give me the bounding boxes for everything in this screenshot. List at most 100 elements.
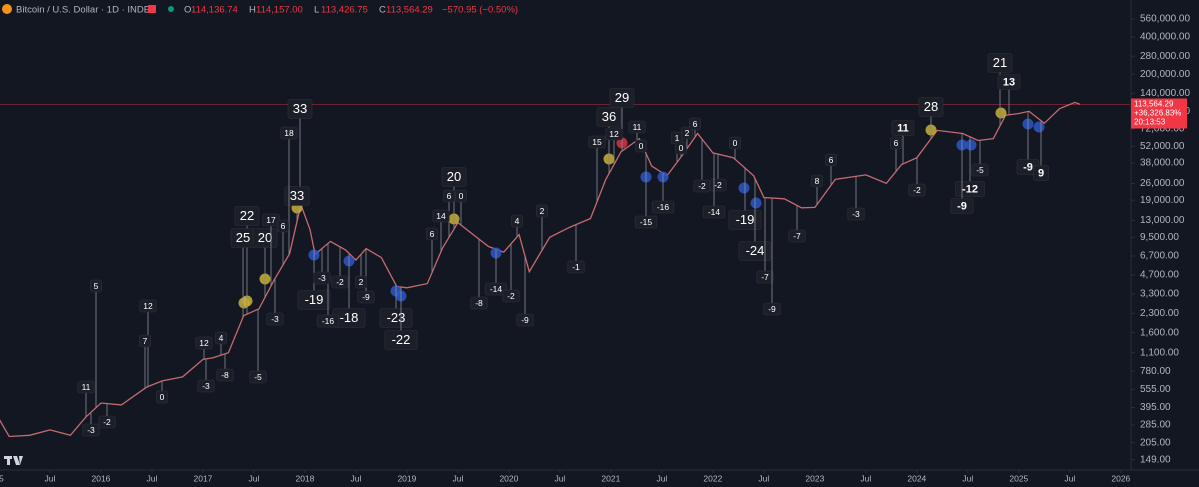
annotation-label: 0 [459, 191, 464, 201]
annotation-box [890, 136, 902, 150]
annotation-label: 0 [733, 138, 738, 148]
annotation-box [98, 415, 116, 429]
annotation-label: 1 [675, 133, 680, 143]
annotation-label: -2 [698, 181, 706, 191]
y-tick-label: 285.00 [1140, 420, 1171, 431]
y-tick-label: 4,700.00 [1140, 270, 1179, 281]
annotation-label: 36 [602, 109, 616, 124]
x-tick-label: 2026 [1111, 473, 1130, 483]
annotation-label: 4 [219, 333, 224, 343]
y-tick-label: 13,000.00 [1140, 215, 1185, 226]
y-tick-label: 72,000.00 [1140, 124, 1185, 135]
annotation-label: 15 [592, 137, 602, 147]
annotation-label: -16 [322, 316, 335, 326]
annotation-box [216, 368, 234, 382]
x-tick-label: Jul [962, 473, 973, 483]
annotation-box [139, 299, 157, 313]
annotation-box [90, 279, 102, 293]
annotation-label: -3 [87, 425, 95, 435]
x-tick-label: Jul [249, 473, 260, 483]
annotation-box [997, 74, 1021, 90]
annotation-label: -2 [913, 185, 921, 195]
annotation-box [195, 336, 213, 350]
annotation-box [729, 136, 741, 150]
annotation-label: 11 [633, 122, 642, 132]
annotation-label: -2 [714, 180, 722, 190]
y-tick-label: 52,000.00 [1140, 141, 1185, 152]
annotation-label: 20 [258, 230, 272, 245]
annotation-box [628, 120, 646, 134]
x-tick-label: 2018 [295, 473, 314, 483]
annotation-label: 12 [609, 129, 619, 139]
annotation-label: 11 [82, 382, 91, 392]
annotation-box [215, 331, 227, 345]
y-tick-label: 555.00 [1140, 384, 1171, 395]
y-tick-label: 19,000.00 [1140, 195, 1185, 206]
annotation-box [634, 215, 658, 229]
annotation-label: 29 [615, 90, 629, 105]
annotation-label: 20 [447, 169, 461, 184]
annotation-label: -2 [336, 277, 344, 287]
annotation-label: 11 [897, 122, 909, 134]
annotation-box [455, 189, 467, 203]
annotation-box [635, 139, 647, 153]
annotation-label: -15 [640, 217, 653, 227]
annotation-label: 6 [281, 221, 286, 231]
annotation-label: 0 [639, 141, 644, 151]
x-tick-label: 2019 [397, 473, 416, 483]
ohlc-name: C [379, 5, 386, 16]
annotation-label: 2 [540, 206, 545, 216]
y-tick-label: 140,000.00 [1140, 88, 1190, 99]
annotation-label: -12 [962, 183, 978, 195]
signal-dot [995, 107, 1007, 119]
annotation-box [280, 126, 298, 140]
annotation-label: -2 [507, 291, 515, 301]
annotation-box [277, 219, 289, 233]
price-line [0, 101, 1081, 438]
annotation-box [738, 241, 772, 261]
annotation-box [763, 302, 781, 316]
annotation-box [357, 290, 375, 304]
annotation-box [596, 107, 622, 127]
x-tick-label: Jul [1064, 473, 1075, 483]
x-tick-label: 2024 [907, 473, 926, 483]
annotation-label: -14 [708, 207, 721, 217]
annotation-label: 12 [199, 338, 209, 348]
annotation-label: -9 [362, 292, 370, 302]
annotation-box [918, 97, 944, 117]
annotation-box [331, 275, 349, 289]
x-tick-label: 2023 [805, 473, 824, 483]
annotation-label: -3 [852, 209, 860, 219]
y-tick-label: 205.00 [1140, 437, 1171, 448]
annotation-box [908, 183, 926, 197]
annotation-label: -18 [340, 310, 359, 325]
annotation-box [567, 260, 585, 274]
annotation-label: 6 [894, 138, 899, 148]
tv-logo [4, 456, 23, 465]
annotation-label: 0 [160, 392, 165, 402]
change: −570.95 (−0.50%) [442, 5, 518, 16]
y-tick-label: 38,000.00 [1140, 158, 1185, 169]
annotation-box [825, 153, 837, 167]
y-tick-label: 26,000.00 [1140, 178, 1185, 189]
symbol-title: Bitcoin / U.S. Dollar · 1D · INDEX [16, 5, 157, 16]
annotation-label: -3 [271, 314, 279, 324]
annotation-label: 13 [1003, 76, 1015, 88]
signal-dot [738, 182, 750, 194]
y-tick-label: 780.00 [1140, 366, 1171, 377]
price-tag-change: +36,326.83% [1134, 109, 1181, 118]
annotation-label: -8 [475, 298, 483, 308]
annotation-label: 28 [924, 99, 938, 114]
annotation-label: 2 [685, 128, 690, 138]
annotation-label: -16 [657, 202, 670, 212]
flag-icon[interactable] [148, 5, 156, 13]
annotation-box [950, 198, 974, 214]
annotation-label: -23 [387, 310, 406, 325]
annotation-box [1033, 165, 1049, 181]
annotation-label: 6 [430, 229, 435, 239]
y-tick-label: 395.00 [1140, 402, 1171, 413]
annotation-label: 8 [815, 176, 820, 186]
annotation-box [811, 174, 823, 188]
annotation-box [316, 314, 340, 328]
